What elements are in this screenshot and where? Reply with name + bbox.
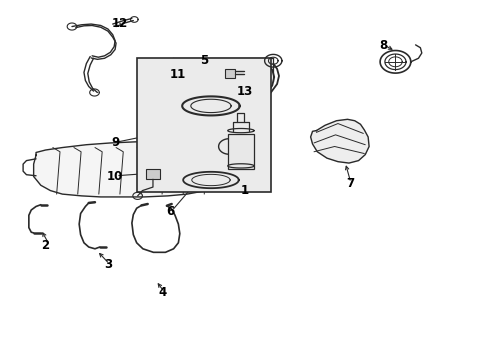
FancyBboxPatch shape: [137, 58, 270, 192]
Text: 4: 4: [159, 287, 167, 300]
Text: 7: 7: [345, 177, 353, 190]
Text: 5: 5: [199, 54, 207, 67]
Text: 10: 10: [107, 170, 123, 183]
Text: 11: 11: [169, 68, 185, 81]
Text: 9: 9: [111, 136, 119, 149]
Text: 8: 8: [379, 40, 387, 53]
Text: 6: 6: [166, 205, 174, 218]
Bar: [225, 69, 234, 78]
Polygon shape: [34, 141, 232, 197]
Text: 2: 2: [41, 239, 50, 252]
Text: 1: 1: [240, 184, 248, 197]
Text: 12: 12: [112, 17, 128, 30]
Polygon shape: [310, 119, 368, 163]
Bar: [227, 134, 254, 170]
Text: 3: 3: [103, 258, 112, 271]
Text: 13: 13: [236, 85, 252, 98]
Bar: [146, 170, 160, 179]
